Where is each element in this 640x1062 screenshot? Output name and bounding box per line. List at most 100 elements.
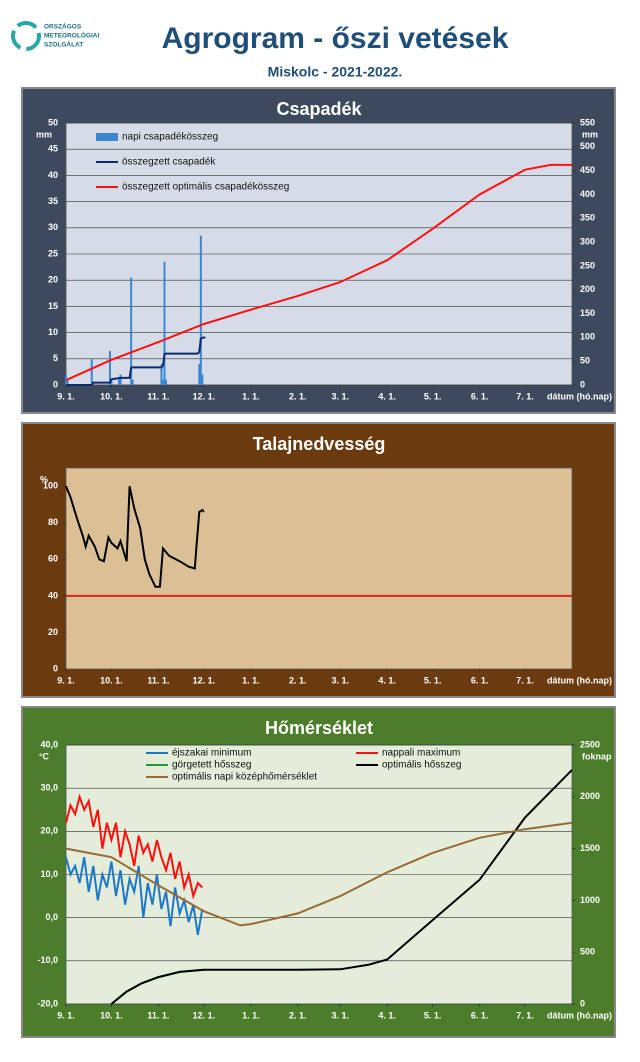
x-axis-label: dátum (hó.nap) — [547, 1010, 612, 1020]
x-tick-label: 4. 1. — [378, 1010, 396, 1020]
page-subtitle: Miskolc - 2021-2022. — [268, 64, 403, 80]
bar — [130, 277, 133, 385]
bar — [198, 364, 201, 385]
bar — [161, 379, 164, 385]
y2-tick-label: 250 — [580, 260, 595, 270]
page-title: Agrogram - őszi vetések — [162, 22, 509, 55]
x-tick-label: 11. 1. — [147, 391, 169, 401]
y2-tick-label: 100 — [580, 332, 595, 342]
x-tick-label: 1. 1. — [242, 675, 260, 685]
x-tick-label: 3. 1. — [331, 391, 349, 401]
y-tick-label: 45 — [48, 144, 58, 154]
logo: ORSZÁGOS METEOROLÓGIAI SZOLGÁLAT — [11, 21, 99, 51]
x-tick-label: 10. 1. — [100, 391, 123, 401]
y2-tick-label: 0 — [580, 379, 585, 389]
y2-tick-label: 400 — [580, 189, 595, 199]
y2-tick-label: 1500 — [580, 843, 600, 853]
y-tick-label: -20,0 — [37, 998, 58, 1008]
legend-label: napi csapadékösszeg — [122, 132, 218, 143]
x-tick-label: 7. 1. — [516, 1010, 534, 1020]
y-tick-label: 35 — [48, 196, 58, 206]
line — [65, 793, 203, 900]
x-tick-label: 4. 1. — [378, 391, 396, 401]
y-tick-label: 0 — [53, 663, 58, 673]
line — [110, 769, 573, 1005]
line — [65, 821, 573, 927]
chart-title: Csapadék — [276, 99, 362, 119]
y2-axis-label: mm — [582, 129, 598, 139]
legend-label: optimális napi középhőmérséklet — [172, 772, 317, 783]
x-tick-label: 11. 1. — [147, 1010, 169, 1020]
y-tick-label: 20,0 — [40, 826, 58, 836]
y-tick-label: 0 — [53, 379, 58, 389]
y-tick-label: 15 — [48, 301, 58, 311]
legend-label: összegzett csapadék — [122, 157, 216, 168]
x-axis-label: dátum (hó.nap) — [547, 675, 612, 685]
y2-tick-label: 550 — [580, 117, 595, 127]
y-tick-label: 0,0 — [45, 912, 58, 922]
x-tick-label: 6. 1. — [471, 1010, 489, 1020]
y2-tick-label: 450 — [580, 165, 595, 175]
chart-title: Talajnedvesség — [253, 434, 386, 454]
x-tick-label: 12. 1. — [193, 391, 216, 401]
y-tick-label: 30 — [48, 222, 58, 232]
x-tick-label: 11. 1. — [147, 675, 169, 685]
x-tick-label: 1. 1. — [242, 391, 260, 401]
x-tick-label: 2. 1. — [289, 391, 307, 401]
logo-text: SZOLGÁLAT — [44, 40, 83, 49]
y-tick-label: 10 — [48, 327, 58, 337]
y-tick-label: 20 — [48, 275, 58, 285]
y2-tick-label: 200 — [580, 284, 595, 294]
x-tick-label: 3. 1. — [331, 1010, 349, 1020]
bar — [163, 261, 166, 385]
plot-area — [65, 467, 573, 670]
x-tick-label: 7. 1. — [516, 675, 534, 685]
y-tick-label: 40,0 — [40, 739, 58, 749]
line — [65, 856, 204, 936]
y2-tick-label: 1000 — [580, 895, 600, 905]
bar — [118, 377, 121, 385]
legend-label: nappali maximum — [382, 748, 460, 759]
legend-marker — [96, 133, 118, 141]
bar — [66, 379, 69, 385]
y-axis-label: % — [40, 474, 48, 484]
x-tick-label: 6. 1. — [471, 675, 489, 685]
x-tick-label: 4. 1. — [378, 675, 396, 685]
y-tick-label: 30,0 — [40, 783, 58, 793]
x-tick-label: 2. 1. — [289, 1010, 307, 1020]
bar — [201, 374, 204, 385]
y2-tick-label: 500 — [580, 141, 595, 151]
bar — [119, 374, 122, 385]
y2-tick-label: 2000 — [580, 791, 600, 801]
bar — [199, 235, 202, 385]
x-tick-label: 5. 1. — [424, 391, 442, 401]
y-tick-label: 40 — [48, 170, 58, 180]
y2-tick-label: 150 — [580, 308, 595, 318]
bar — [90, 358, 93, 385]
x-tick-label: 12. 1. — [193, 675, 216, 685]
x-tick-label: 10. 1. — [100, 1010, 123, 1020]
y2-tick-label: 0 — [580, 998, 585, 1008]
y-tick-label: 5 — [53, 353, 58, 363]
logo-text: METEOROLÓGIAI — [44, 31, 99, 40]
x-tick-label: 9. 1. — [57, 675, 75, 685]
y2-axis-label: foknap — [582, 751, 612, 761]
y-axis-label: °C — [39, 751, 50, 761]
y-tick-label: -10,0 — [37, 955, 58, 965]
y-tick-label: 25 — [48, 248, 58, 258]
line — [65, 485, 205, 588]
y-tick-label: 80 — [48, 517, 58, 527]
y-tick-label: 10,0 — [40, 869, 58, 879]
x-tick-label: 10. 1. — [100, 675, 123, 685]
x-tick-label: 2. 1. — [289, 675, 307, 685]
y-axis-label: mm — [36, 129, 52, 139]
bar — [110, 379, 113, 385]
x-tick-label: 12. 1. — [193, 1010, 216, 1020]
line — [66, 336, 206, 386]
line — [65, 163, 572, 382]
legend-label: optimális hősszeg — [382, 760, 461, 771]
x-tick-label: 7. 1. — [516, 391, 534, 401]
legend-label: görgetett hősszeg — [172, 760, 252, 771]
x-tick-label: 9. 1. — [57, 391, 75, 401]
